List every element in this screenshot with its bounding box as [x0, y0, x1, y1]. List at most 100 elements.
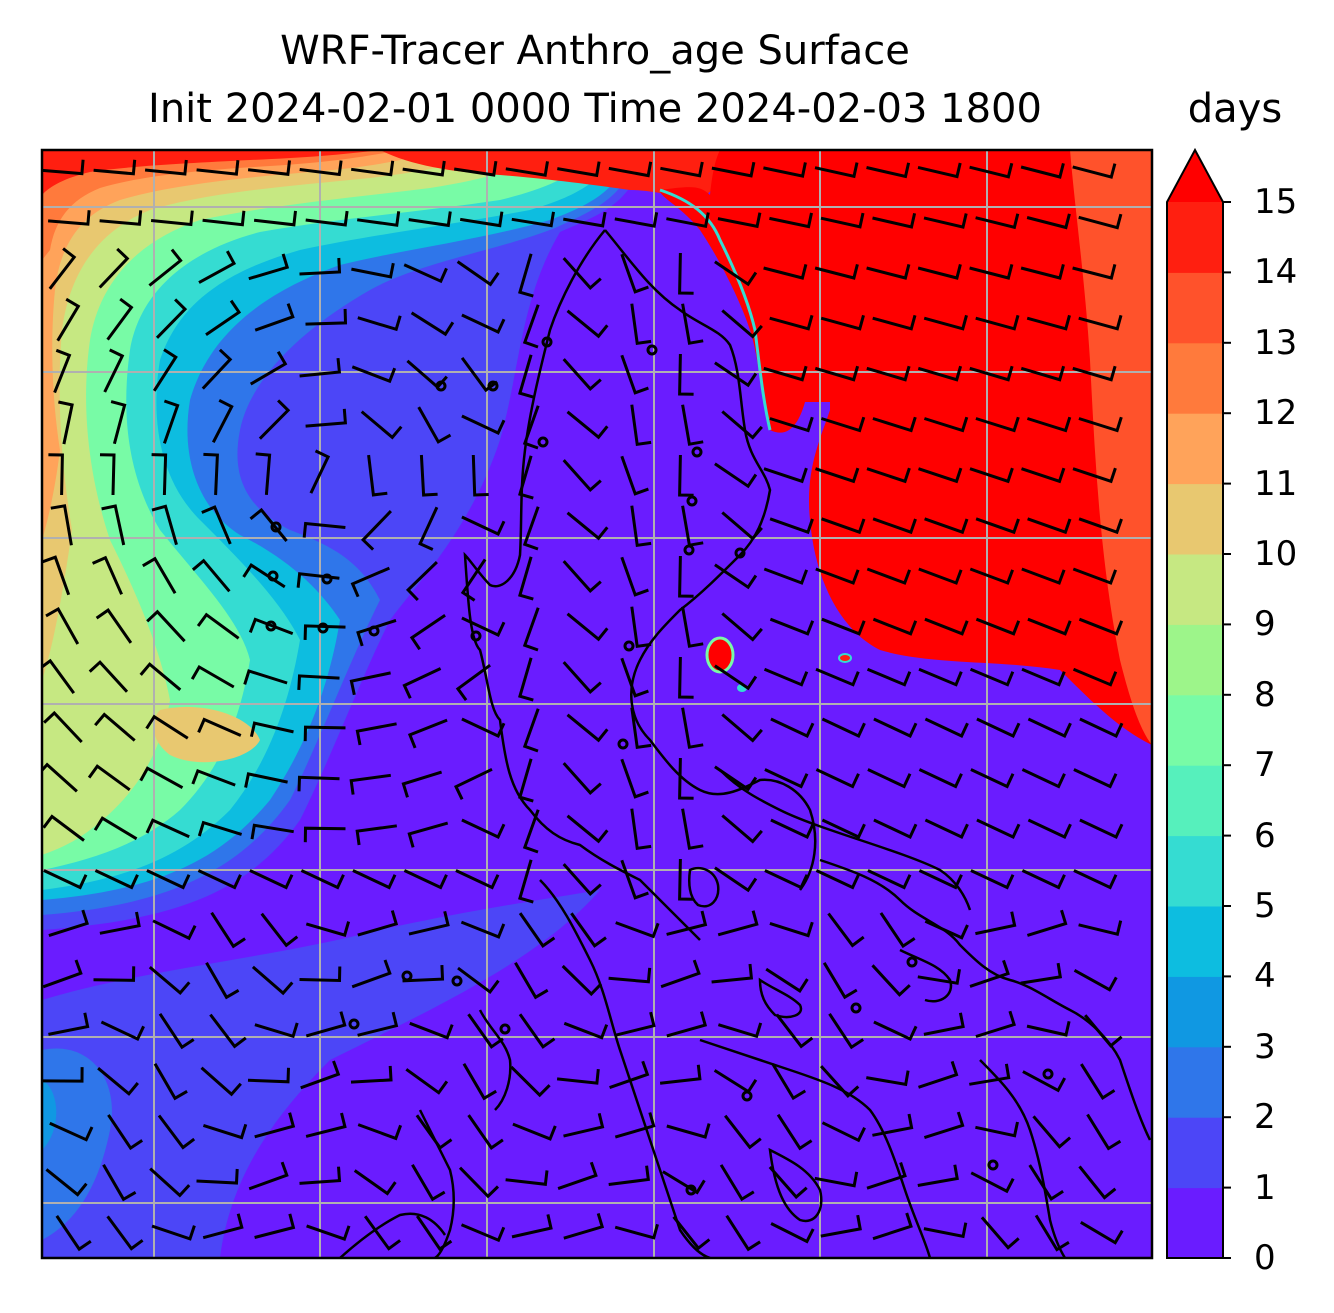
wind-barb [250, 823, 294, 840]
wind-barb [557, 161, 601, 178]
wind-barb [409, 1021, 454, 1040]
wind-barb [305, 308, 348, 326]
wind-barb [191, 768, 236, 787]
wind-barb [42, 159, 85, 176]
wind-barb [923, 1222, 968, 1239]
wind-barb [923, 1012, 965, 1036]
wind-barb [815, 567, 860, 585]
wind-barb [562, 560, 602, 594]
wind-barb [873, 717, 918, 738]
wind-barb [822, 962, 858, 1000]
wind-barb [460, 357, 498, 393]
wind-barb [562, 257, 602, 291]
wind-barb [1078, 920, 1123, 937]
wind-barb [681, 505, 704, 547]
wind-barb [305, 1011, 347, 1038]
wind-barb [678, 555, 694, 598]
colorbar-tick-label: 0 [1254, 1238, 1276, 1278]
wind-barb [608, 161, 653, 178]
wind-barb [980, 1216, 1020, 1250]
wind-barb [209, 1013, 247, 1049]
wind-barb [149, 1167, 191, 1198]
wind-barb [247, 160, 291, 176]
wind-barb [923, 416, 969, 433]
colorbar-band [1167, 202, 1223, 273]
wind-barb [403, 869, 448, 890]
wind-barb [815, 667, 860, 687]
coastline-lake [688, 866, 720, 908]
wind-barb [255, 452, 272, 496]
wind-barb [1027, 517, 1072, 535]
wind-barb [620, 758, 649, 799]
wind-barb [666, 1011, 708, 1038]
wind-barb [405, 561, 438, 602]
wind-barb [296, 572, 340, 588]
colorbar-tick-label: 1 [1254, 1167, 1276, 1208]
colorbar-tick-label: 8 [1254, 674, 1276, 715]
field-region-southwest-inner [42, 1048, 112, 1240]
wind-barb [770, 818, 815, 839]
colorbar-band [1167, 765, 1223, 837]
wind-barb [1073, 768, 1118, 789]
wind-barb [719, 1164, 755, 1202]
wind-barb [681, 707, 704, 749]
wind-barb [419, 454, 438, 497]
colorbar [1166, 147, 1231, 1259]
wind-barb [821, 818, 866, 839]
colorbar-tick-label: 13 [1254, 322, 1298, 363]
figure-title-line-1: WRF-Tracer Anthro_age Surface [280, 28, 910, 74]
wind-barb [455, 663, 491, 701]
calm-marker [1042, 1068, 1054, 1080]
wind-barb [815, 869, 860, 890]
wind-barb [88, 660, 129, 693]
wind-barb [409, 614, 446, 651]
wind-barb [405, 1068, 449, 1095]
calm-marker [623, 640, 635, 652]
wind-barb [458, 1166, 500, 1199]
wind-barb [522, 405, 540, 450]
colorbar-tick-label: 14 [1254, 252, 1298, 293]
wind-barb [97, 1067, 139, 1096]
wind-barb [763, 567, 809, 585]
wind-barb [148, 248, 183, 287]
wind-barb [303, 826, 346, 843]
wind-barb [202, 1123, 248, 1140]
wind-barb [866, 667, 912, 687]
wind-barb [711, 161, 756, 178]
wind-barb [200, 1066, 242, 1097]
coastline-south-8 [339, 1212, 447, 1258]
wind-barb [100, 1020, 145, 1041]
calm-marker [646, 344, 658, 356]
wind-barb [1080, 1063, 1116, 1100]
wind-barb [197, 717, 242, 737]
wind-barb [48, 909, 89, 938]
coastline-south-1 [539, 879, 711, 1258]
wind-barb [249, 507, 288, 542]
wind-barb [299, 966, 342, 983]
wind-barb [357, 1011, 399, 1037]
wind-barb [872, 1212, 913, 1241]
colorbar-tick-label: 3 [1254, 1026, 1276, 1067]
wind-barb [866, 467, 911, 484]
wind-barb [461, 515, 506, 536]
wind-barb [562, 863, 602, 897]
wind-barb [678, 454, 694, 497]
wind-barb [408, 910, 450, 936]
calm-marker [470, 630, 482, 642]
wind-barb [248, 253, 290, 281]
wind-barb [305, 921, 351, 937]
colorbar-band [1167, 1046, 1223, 1118]
wind-barb [351, 365, 397, 384]
wind-barb [357, 315, 402, 332]
wind-barb [976, 717, 1021, 738]
wind-barb [300, 869, 345, 890]
wind-barb [815, 768, 860, 789]
wind-barb [356, 211, 401, 227]
wind-barb [660, 959, 701, 989]
colorbar-band [1167, 272, 1223, 344]
wind-barb [562, 459, 602, 493]
wind-barb [139, 766, 184, 790]
wind-barb [408, 211, 452, 228]
wind-barb [211, 398, 234, 443]
wind-barb [210, 911, 246, 949]
